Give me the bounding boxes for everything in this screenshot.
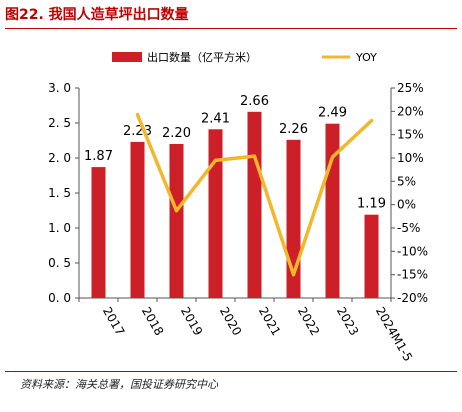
x-axis-tick-label: 2018 (139, 305, 166, 338)
bar (247, 111, 262, 298)
bar (208, 129, 223, 298)
source-note: 资料来源：海关总署，国投证券研究中心 (20, 378, 218, 391)
x-axis-tick-label: 2023 (334, 305, 361, 338)
bar-value-label: 2.66 (240, 94, 269, 109)
yoy-point (136, 113, 139, 117)
right-axis-tick-label: 5% (397, 174, 416, 188)
x-axis-tick-label: 2020 (217, 305, 244, 338)
right-axis-tick-label: 15% (397, 128, 424, 142)
right-axis-tick-label: 25% (397, 81, 424, 95)
left-axis-tick-label: 1. 0 (48, 221, 71, 235)
x-axis-tick-label: 2022 (295, 305, 322, 338)
source-divider (5, 371, 457, 372)
bar (169, 144, 184, 298)
left-axis-tick-label: 3. 0 (48, 81, 71, 95)
bar-value-label: 1.19 (357, 197, 386, 212)
x-axis-tick-label: 2017 (100, 305, 127, 338)
legend-label-bar: 出口数量（亿平方米） (147, 50, 257, 64)
right-axis-tick-label: -15% (397, 268, 428, 282)
title-divider (5, 28, 457, 29)
chart-title: 图22. 我国人造草坪出口数量 (5, 7, 189, 23)
x-axis-tick-labels: 2017 2018 2019 2020 2021 2022 2023 2024M1-5 (100, 305, 415, 364)
legend: 出口数量（亿平方米） YOY (112, 50, 377, 64)
bar-value-label: 2.20 (162, 126, 191, 141)
yoy-point (292, 273, 295, 277)
bar (91, 167, 106, 298)
yoy-series (135, 112, 374, 277)
bar (325, 123, 340, 298)
yoy-point (370, 119, 373, 123)
combo-chart: 出口数量（亿平方米） YOY 0. 0 0. 5 1. 0 1. 5 2. 0 2. 5 3… (48, 50, 428, 364)
right-axis-tick-label: -20% (397, 291, 428, 305)
left-axis-tick-label: 1. 5 (48, 186, 71, 200)
yoy-point (331, 155, 334, 159)
bar (130, 141, 145, 298)
bar-value-label: 2.49 (318, 106, 347, 121)
right-axis-tick-label: -5% (397, 221, 420, 235)
bar-value-label: 2.41 (201, 111, 230, 126)
yoy-point (253, 154, 256, 158)
bar (364, 214, 379, 298)
bar-value-label: 1.87 (84, 149, 113, 164)
right-axis-tick-label: 0% (397, 198, 416, 212)
x-axis-tick-label: 2019 (178, 305, 205, 338)
right-axis-tick-label: 10% (397, 151, 424, 165)
right-axis-tick-label: 20% (397, 104, 424, 118)
left-axis-tick-label: 2. 0 (48, 151, 71, 165)
bars (91, 111, 379, 298)
x-axis-tick-label: 2021 (256, 305, 283, 338)
bar-value-label: 2.26 (279, 122, 308, 137)
right-axis-tick-label: -10% (397, 244, 428, 258)
x-axis-tick-label: 2024M1-5 (373, 305, 415, 364)
legend-label-line: YOY (355, 51, 377, 64)
bar-labels: 1.872.23 2.202.412.662.262.491.19 (84, 94, 386, 212)
yoy-point (175, 209, 178, 213)
legend-swatch-bar (112, 52, 142, 62)
left-axis-tick-label: 0. 0 (48, 291, 71, 305)
left-axis-tick-label: 0. 5 (48, 256, 71, 270)
left-axis-tick-label: 2. 5 (48, 116, 71, 130)
yoy-point (214, 158, 217, 162)
